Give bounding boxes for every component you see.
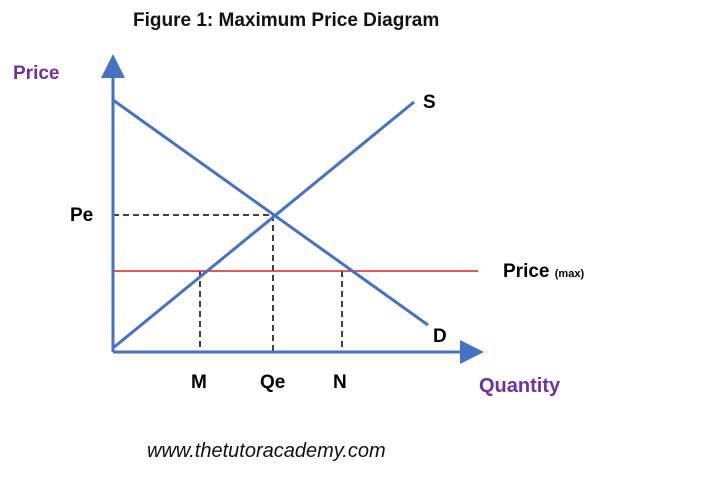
demand-curve (112, 98, 429, 327)
price-max-label: Price (max) (503, 261, 584, 283)
x-axis-label: Quantity (479, 375, 561, 397)
supply-label: S (423, 92, 436, 113)
diagram-title: Figure 1: Maximum Price Diagram (133, 10, 440, 31)
y-axis-label: Price (13, 63, 60, 84)
supply-curve (112, 100, 415, 350)
n-label: N (333, 372, 347, 393)
pe-label: Pe (70, 205, 94, 226)
demand-label: D (433, 326, 447, 347)
price-max-subscript: (max) (554, 268, 585, 280)
website-text: www.thetutoracademy.com (147, 440, 386, 462)
price-max-text: Price (503, 261, 550, 282)
qe-label: Qe (260, 372, 286, 393)
m-label: M (191, 372, 207, 393)
